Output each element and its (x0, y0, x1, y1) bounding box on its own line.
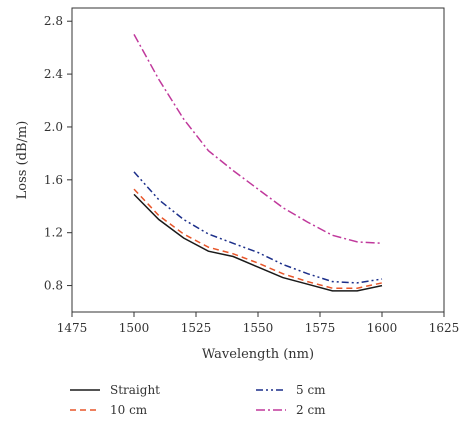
series-line-5-cm (133, 171, 383, 284)
x-tick-label: 1575 (305, 321, 336, 335)
legend-label: 10 cm (110, 403, 148, 417)
y-tick-label: 2.0 (44, 120, 63, 134)
axes: 1475 1500 1525 1550 1575 1600 1625 0.8 1.2 1.6 2.0… (15, 7, 460, 362)
series-layer (133, 34, 383, 292)
y-tick-label: 1.2 (44, 226, 63, 240)
x-tick-label: 1550 (243, 321, 274, 335)
y-tick-label: 2.8 (44, 14, 63, 28)
y-tick-label: 0.8 (44, 279, 63, 293)
x-axis-title: Wavelength (nm) (202, 347, 314, 362)
x-tick-label: 1500 (119, 321, 150, 335)
x-tick-label: 1600 (367, 321, 398, 335)
y-tick-label: 1.6 (44, 173, 63, 187)
legend-label: 5 cm (296, 383, 326, 397)
x-tick-label: 1475 (57, 321, 88, 335)
legend-label: 2 cm (296, 403, 326, 417)
legend: Straight 10 cm 5 cm 2 cm (70, 383, 326, 417)
series-line-straight (133, 193, 383, 292)
y-axis-title: Loss (dB/m) (15, 121, 30, 200)
x-tick-label: 1525 (181, 321, 212, 335)
series-line-10-cm (133, 188, 383, 289)
x-tick-label: 1625 (429, 321, 460, 335)
legend-label: Straight (110, 383, 160, 397)
series-line-2-cm (133, 34, 383, 245)
y-tick-label: 2.4 (44, 67, 63, 81)
